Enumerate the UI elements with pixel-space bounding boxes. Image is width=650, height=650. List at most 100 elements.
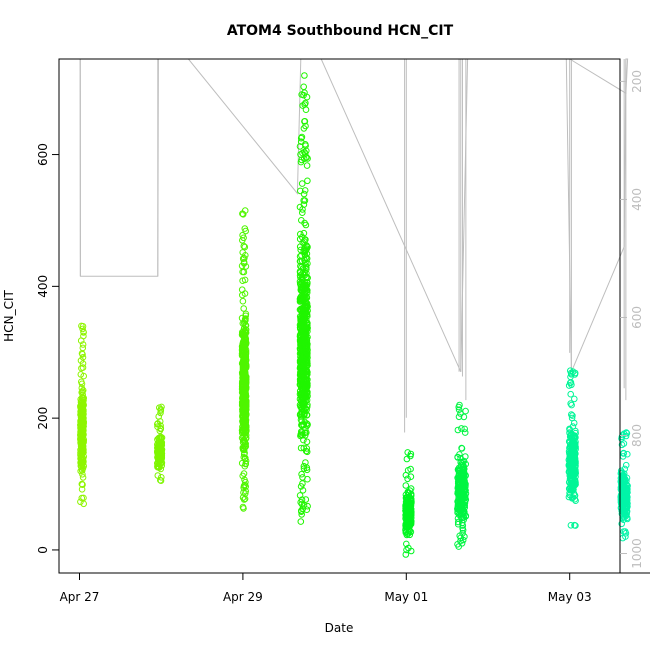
data-point [80, 332, 87, 340]
data-point [300, 282, 308, 289]
data-point [454, 518, 462, 526]
data-point [568, 401, 575, 409]
data-point [402, 551, 410, 558]
data-cluster [238, 207, 250, 512]
data-cluster [296, 72, 311, 525]
data-point [304, 177, 311, 185]
data-point [403, 455, 411, 463]
data-point [571, 395, 578, 403]
data-point [459, 494, 467, 501]
data-point [568, 414, 576, 422]
data-point [240, 335, 248, 343]
data-point [458, 444, 465, 452]
data-cluster [77, 322, 87, 508]
data-point [241, 225, 249, 232]
data-point [565, 493, 573, 501]
data-point [569, 423, 577, 430]
data-point [568, 381, 575, 389]
data-point [240, 234, 247, 242]
data-point [240, 389, 248, 397]
data-point [239, 210, 246, 217]
data-point [566, 454, 573, 462]
data-point [298, 431, 305, 439]
data-point [300, 444, 308, 452]
data-point [242, 252, 249, 259]
data-point [403, 540, 410, 548]
data-point [238, 369, 246, 377]
data-point [241, 276, 249, 284]
data-point [571, 482, 578, 489]
data-point [80, 328, 87, 336]
data-point [459, 470, 466, 478]
data-point [77, 408, 84, 416]
data-point [241, 439, 248, 446]
data-point [298, 404, 305, 411]
right-axis-series [79, 58, 629, 433]
data-point [156, 404, 163, 412]
data-point [296, 243, 304, 250]
data-point [78, 404, 85, 412]
data-point [79, 387, 87, 394]
data-point [618, 520, 626, 528]
data-point [298, 421, 305, 429]
data-point [300, 229, 308, 237]
data-point [296, 492, 304, 499]
plot-frame [58, 58, 621, 574]
data-point [568, 451, 575, 458]
data-point [79, 464, 87, 472]
data-point [458, 460, 466, 467]
data-point [238, 427, 246, 434]
data-point [240, 352, 248, 359]
data-point [570, 438, 577, 446]
data-point [620, 449, 627, 457]
data-point [240, 489, 247, 496]
data-point [405, 489, 413, 497]
data-point [300, 190, 308, 198]
data-point [624, 450, 631, 458]
data-point [455, 403, 463, 411]
data-point [239, 297, 247, 305]
data-point [79, 364, 87, 371]
data-point [296, 143, 304, 150]
data-point [566, 429, 573, 437]
data-point [239, 348, 247, 355]
data-point [242, 329, 249, 337]
data-point [404, 488, 412, 496]
data-point [457, 410, 464, 417]
data-point [571, 521, 578, 529]
data-point [571, 460, 578, 468]
data-point [79, 344, 87, 352]
data-cluster [402, 449, 415, 558]
data-point [300, 411, 308, 418]
data-point [567, 431, 575, 438]
data-point [568, 441, 575, 449]
data-point [459, 526, 467, 534]
data-point [240, 425, 248, 433]
data-point [79, 471, 86, 478]
data-point [242, 457, 250, 465]
data-point [239, 211, 247, 218]
data-point [79, 474, 87, 481]
data-point [78, 350, 86, 357]
data-point [240, 450, 248, 458]
data-point [297, 348, 305, 356]
y2-tick-label: 200 [630, 70, 644, 93]
data-point [298, 511, 306, 518]
data-point [301, 238, 308, 245]
data-point [297, 444, 305, 452]
data-point [242, 310, 250, 318]
data-point [572, 470, 579, 477]
data-point [299, 265, 307, 273]
data-point [239, 472, 246, 480]
data-point [461, 502, 469, 509]
data-point [240, 363, 248, 371]
data-point [157, 435, 164, 443]
data-point [239, 291, 246, 299]
y2-tick-label: 600 [630, 306, 644, 329]
data-point [455, 495, 463, 502]
data-point [462, 460, 470, 468]
data-point [240, 268, 248, 276]
data-point [617, 484, 625, 491]
